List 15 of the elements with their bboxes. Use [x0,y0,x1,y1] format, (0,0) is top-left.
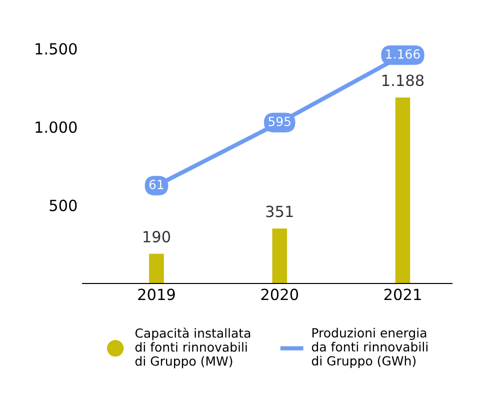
bar [272,228,287,284]
data-label: 351 [266,206,293,218]
x-tick-label: 2020 [261,288,298,300]
y-tick-label: 1.500 [36,43,77,55]
data-label: 1.188 [382,74,424,86]
bar [395,97,410,284]
y-tick-label: 1.000 [36,121,77,133]
data-label: 61 [149,180,164,190]
bar [149,254,164,284]
x-tick-label: 2021 [384,288,421,300]
legend-label: Capacità installata di fonti rinnovabili di Gruppo (MW) [135,328,250,368]
legend-label: Produzioni energia da fonti rinnovabili di Gruppo (GWh) [312,328,428,368]
x-tick-label: 2019 [138,288,175,300]
y-tick-label: 500 [50,200,77,212]
data-label: 190 [144,230,170,242]
